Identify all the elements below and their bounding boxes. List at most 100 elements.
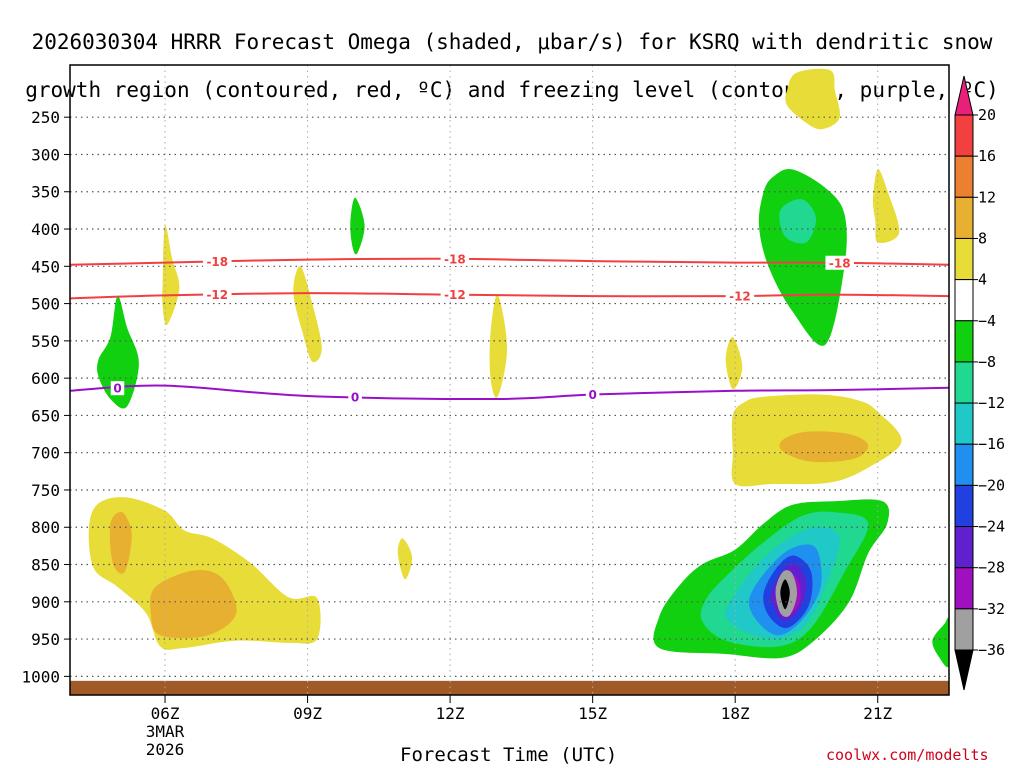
y-tick-label-950: 950 [31,630,60,649]
contour-label-dgz-12-2: -12 [729,290,751,304]
contour-lines [70,257,949,401]
colorbar-tick-label--12: −12 [978,394,1005,412]
x-tick-label-18Z: 18Z [721,704,750,723]
omega-region-neg-950-22z [932,617,949,668]
colorbar-band-4-8 [954,237,974,281]
omega-region-pos-500-09z [293,266,322,363]
y-tick-label-650: 650 [31,406,60,425]
contour-label-bg-freezing-level-2 [585,387,600,402]
contour-freezing-level [70,384,949,401]
contour-label-dgz-18-0: -18 [206,255,228,269]
y-tick-label-400: 400 [31,220,60,239]
omega-region-pos-580-18z [725,337,743,390]
y-tick-label-900: 900 [31,593,60,612]
contour-dgz-18 [70,257,949,266]
colorbar-tick-label--4: −4 [978,312,996,330]
axes: 250 300 350 400 450 500 550 600 650 700 750 800 850 9… [21,64,950,759]
grid-lines [70,65,949,695]
contour-label-freezing-level-2: 0 [588,388,596,402]
colorbar-tick-label--24: −24 [978,518,1005,536]
contour-label-dgz-12-0: -12 [206,288,228,302]
omega-region-neg-low-right-core [780,579,790,610]
y-tick-label-800: 800 [31,518,60,537]
y-tick-label-700: 700 [31,444,60,463]
x-tick-label-09Z: 09Z [293,704,322,723]
colorbar-band-8-12 [954,196,974,239]
omega-region-pos-550-13z [489,294,508,398]
contour-label-dgz-18-1: -18 [444,252,466,266]
site-credit: coolwx.com/modelts [826,746,989,764]
colorbar-band--12--8 [954,361,974,404]
contour-labels: -18 -18 -18 -12 -12 -12 0 0 0 [110,251,854,404]
contour-label-bg-freezing-level-1 [348,389,362,404]
colorbar-band--20--16 [954,443,974,486]
x-tick-sublabel-3MAR: 3MAR [146,722,185,741]
contour-label-dgz-12-1: -12 [444,288,466,302]
colorbar-tick-label-4: 4 [978,271,987,289]
contour-label-freezing-level-1: 0 [351,390,359,404]
colorbar-tick-label--32: −32 [978,600,1005,618]
omega-region-pos-low-left-core2 [150,570,237,639]
omega-region-neg-400-19z-core [779,199,817,244]
contour-label-bg-dgz-12-1 [440,287,470,302]
chart-title: 2026030304 HRRR Forecast Omega (shaded, … [0,6,1024,126]
colorbar-band--32--28 [954,567,974,610]
y-tick-label-350: 350 [31,183,60,202]
y-tick-label-850: 850 [31,556,60,575]
colorbar-tick-label--36: −36 [978,641,1005,659]
omega-region-pos-450-06z [162,224,180,325]
omega-region-neg-400-10z [350,197,365,255]
colorbar-band-12-16 [954,155,974,198]
x-tick-label-12Z: 12Z [436,704,465,723]
y-tick-label-600: 600 [31,369,60,388]
contour-label-bg-dgz-18-2 [825,255,854,270]
colorbar-tick-label-8: 8 [978,229,987,247]
contour-label-bg-dgz-12-0 [203,287,232,302]
x-tick-sublabel-2026: 2026 [146,740,185,759]
contour-label-bg-freezing-level-0 [110,381,125,396]
colorbar-tick-label-16: 16 [978,147,996,165]
colorbar-band-bottom-arrow [954,649,974,691]
colorbar-band--4-4 [954,279,974,322]
y-tick-label-450: 450 [31,257,60,276]
contour-label-dgz-18-2: -18 [829,256,851,270]
plot-frame [69,64,950,696]
colorbar-band--28--24 [954,526,974,569]
colorbar-band--16--12 [954,402,974,445]
ground-strip [70,680,949,695]
omega-region-neg-580-05z [97,296,139,409]
y-tick-label-300: 300 [31,145,60,164]
colorbar-tick-label--16: −16 [978,435,1005,453]
colorbar-band--24--20 [954,484,974,528]
colorbar-tick-label--28: −28 [978,559,1005,577]
x-tick-label-21Z: 21Z [863,704,892,723]
x-tick-label-06Z: 06Z [151,704,180,723]
colorbar-tick-label-20: 20 [978,106,996,124]
colorbar: 20 16 12 8 4 −4 −8 −12 −16 −20 −24 −28 −32 −36 [954,75,1005,691]
colorbar-band-16-20 [954,114,974,157]
colorbar-tick-label--8: −8 [978,353,996,371]
contour-label-bg-dgz-12-2 [725,289,755,304]
y-tick-label-500: 500 [31,295,60,314]
x-axis-title: Forecast Time (UTC) [400,744,618,766]
omega-region-pos-380-21z [872,169,900,243]
contour-dgz-12 [70,292,949,300]
omega-region-pos-850-11z [397,538,413,580]
y-tick-label-750: 750 [31,481,60,500]
colorbar-tick-label--20: −20 [978,476,1005,494]
omega-shading [70,68,949,695]
y-tick-label-1000: 1000 [21,667,60,686]
colorbar-band-top-arrow [954,75,974,116]
colorbar-tick-label-12: 12 [978,188,996,206]
omega-region-pos-700-19z-core [779,431,869,463]
contour-label-freezing-level-0: 0 [113,382,121,396]
contour-label-bg-dgz-18-1 [440,251,470,266]
colorbar-band--8--4 [954,320,974,363]
colorbar-band--36--32 [954,608,974,651]
y-tick-label-250: 250 [31,108,60,127]
title-line-1: 2026030304 HRRR Forecast Omega (shaded, … [31,30,993,54]
omega-region-pos-top-20z [785,68,841,130]
contour-label-bg-dgz-18-0 [203,254,232,269]
y-tick-label-550: 550 [31,332,60,351]
